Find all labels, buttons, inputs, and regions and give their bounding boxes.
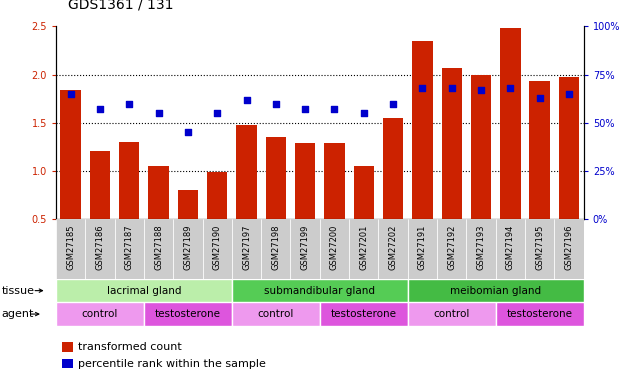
Bar	[89, 151, 110, 219]
Bar	[496, 302, 584, 326]
Bar	[202, 219, 232, 279]
Bar	[408, 302, 496, 326]
Text: GSM27189: GSM27189	[183, 224, 193, 270]
Bar	[555, 219, 584, 279]
Point	[271, 100, 281, 106]
Text: meibomian gland: meibomian gland	[450, 286, 542, 296]
Point	[242, 97, 252, 103]
Text: testosterone: testosterone	[507, 309, 573, 319]
Text: GSM27188: GSM27188	[154, 224, 163, 270]
Text: GSM27191: GSM27191	[418, 224, 427, 270]
Text: GSM27192: GSM27192	[447, 224, 456, 270]
Point	[300, 106, 310, 112]
Bar	[559, 77, 579, 219]
Bar	[500, 28, 520, 219]
Text: GSM27193: GSM27193	[476, 224, 486, 270]
Bar	[236, 125, 256, 219]
Text: percentile rank within the sample: percentile rank within the sample	[78, 359, 266, 369]
Point	[183, 129, 193, 135]
Text: GSM27196: GSM27196	[564, 224, 574, 270]
Point	[564, 91, 574, 97]
Bar	[525, 219, 555, 279]
Bar	[56, 219, 85, 279]
Point	[535, 95, 545, 101]
Text: GSM27201: GSM27201	[360, 224, 368, 270]
Text: lacrimal gland: lacrimal gland	[107, 286, 181, 296]
Point	[446, 85, 456, 91]
Bar	[144, 219, 173, 279]
Text: testosterone: testosterone	[155, 309, 221, 319]
Bar	[442, 68, 462, 219]
Text: GSM27186: GSM27186	[96, 224, 104, 270]
Text: GSM27198: GSM27198	[271, 224, 280, 270]
Bar	[119, 142, 140, 219]
Text: testosterone: testosterone	[331, 309, 397, 319]
Text: control: control	[433, 309, 470, 319]
Bar	[266, 137, 286, 219]
Bar	[144, 302, 232, 326]
Text: GSM27197: GSM27197	[242, 224, 251, 270]
Text: tissue: tissue	[1, 286, 34, 296]
Bar	[349, 219, 378, 279]
Bar	[207, 172, 227, 219]
Bar	[412, 41, 433, 219]
Point	[330, 106, 340, 112]
Text: submandibular gland: submandibular gland	[265, 286, 375, 296]
Bar	[295, 143, 315, 219]
Bar	[496, 219, 525, 279]
Text: control: control	[82, 309, 118, 319]
Bar	[383, 118, 404, 219]
Text: GDS1361 / 131: GDS1361 / 131	[68, 0, 174, 11]
Bar	[56, 302, 144, 326]
Point	[95, 106, 105, 112]
Bar	[291, 219, 320, 279]
Text: GSM27185: GSM27185	[66, 224, 75, 270]
Bar	[178, 190, 198, 219]
Bar	[437, 219, 466, 279]
Bar	[232, 219, 261, 279]
Bar	[232, 302, 320, 326]
Bar	[408, 219, 437, 279]
Bar	[378, 219, 408, 279]
Text: GSM27202: GSM27202	[389, 224, 397, 270]
Text: GSM27190: GSM27190	[212, 224, 222, 270]
Bar	[320, 302, 408, 326]
Bar	[85, 219, 114, 279]
Point	[388, 100, 398, 106]
Bar	[114, 219, 144, 279]
Bar	[148, 166, 169, 219]
Point	[124, 100, 134, 106]
Bar	[353, 166, 374, 219]
Text: GSM27195: GSM27195	[535, 224, 544, 270]
Point	[417, 85, 427, 91]
Point	[212, 110, 222, 116]
Point	[505, 85, 515, 91]
Bar	[56, 279, 232, 302]
Bar	[471, 75, 491, 219]
Bar	[60, 90, 81, 219]
Text: GSM27194: GSM27194	[506, 224, 515, 270]
Text: transformed count: transformed count	[78, 342, 181, 352]
Bar	[466, 219, 496, 279]
Point	[476, 87, 486, 93]
Bar	[261, 219, 291, 279]
Text: GSM27199: GSM27199	[301, 224, 310, 270]
Bar	[320, 219, 349, 279]
Bar	[173, 219, 202, 279]
Bar	[530, 81, 550, 219]
Point	[359, 110, 369, 116]
Text: agent: agent	[1, 309, 34, 319]
Point	[66, 91, 76, 97]
Bar	[324, 143, 345, 219]
Bar	[232, 279, 408, 302]
Text: GSM27187: GSM27187	[125, 224, 134, 270]
Point	[153, 110, 163, 116]
Text: GSM27200: GSM27200	[330, 224, 339, 270]
Text: control: control	[258, 309, 294, 319]
Bar	[408, 279, 584, 302]
